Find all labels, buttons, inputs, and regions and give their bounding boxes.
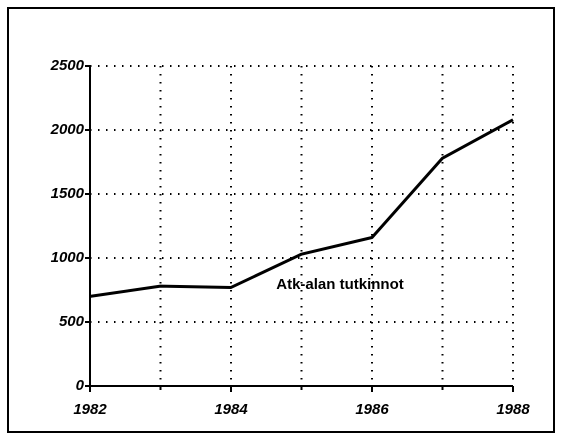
y-tick-label: 1500 bbox=[51, 185, 85, 202]
x-tick-label: 1988 bbox=[496, 401, 530, 418]
y-tick-label: 2500 bbox=[50, 57, 85, 74]
y-tick-label: 2000 bbox=[50, 121, 85, 138]
y-tick-label: 500 bbox=[59, 313, 85, 330]
line bbox=[89, 118, 514, 298]
x-tick-label: 1986 bbox=[355, 401, 389, 418]
frame bbox=[7, 7, 555, 433]
x-tick-label: 1982 bbox=[73, 401, 107, 418]
series-label: Atk-alan tutkinnot bbox=[276, 276, 404, 293]
y-tick-label: 0 bbox=[76, 377, 85, 394]
x-tick-label: 1984 bbox=[214, 401, 248, 418]
y-tick-label: 1000 bbox=[51, 249, 85, 266]
